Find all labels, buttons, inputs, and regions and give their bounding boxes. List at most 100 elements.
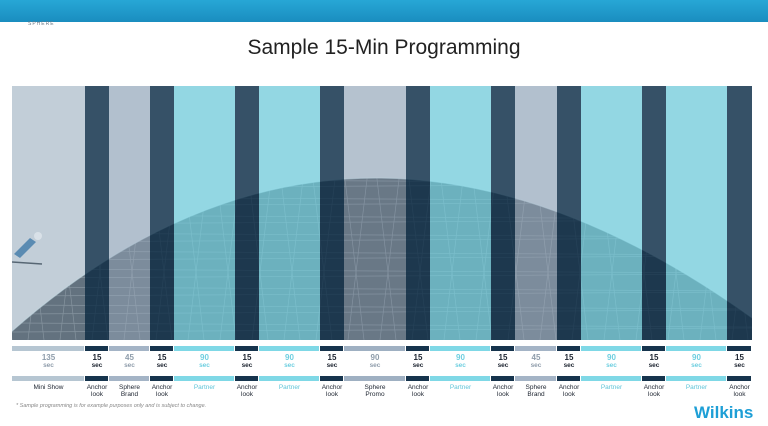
duration-number: 45: [125, 353, 134, 362]
duration-unit: sec: [124, 362, 135, 369]
segment-marker: [491, 346, 514, 351]
anchor-segment-column: [557, 86, 581, 340]
duration-unit: sec: [412, 362, 424, 369]
anchor-segment-column: [727, 86, 752, 340]
segment-label: Partner: [449, 384, 472, 391]
duration-number: 90: [456, 353, 465, 362]
anchor-segment-column: [150, 86, 174, 340]
segment-duration: 15 sec: [406, 354, 430, 370]
duration-row: 135 sec 15 sec 45 sec 15 sec 90 sec 15 sec 90 sec 15 se…: [12, 354, 752, 376]
anchor-segment-column: [406, 86, 430, 340]
segment-label: Anchor look: [643, 384, 665, 398]
anchor-segment-column: [235, 86, 259, 340]
bottom-bar-row: [12, 376, 752, 382]
segment-marker: [642, 346, 665, 351]
segment-bottom-bar: [109, 376, 149, 381]
segment-bottom-bar: [344, 376, 405, 381]
segment-bottom-bar: [12, 376, 84, 381]
duration-unit: sec: [563, 362, 575, 369]
segment-marker: [12, 346, 84, 351]
duration-unit: sec: [691, 362, 702, 369]
segment-label: Anchor look: [151, 384, 173, 398]
wilkins-logo: Wilkins: [694, 403, 754, 422]
segment-bottom-bar: [174, 376, 234, 381]
segment-label: Anchor look: [321, 384, 343, 398]
segment-bottom-bar: [320, 376, 343, 381]
segment-duration: 15 sec: [557, 354, 581, 370]
segment-marker: [515, 346, 556, 351]
segment-marker: [259, 346, 319, 351]
duration-unit: sec: [497, 362, 509, 369]
segment-label: Sphere Promo: [364, 384, 386, 398]
segment-label: Sphere Brand: [525, 384, 547, 398]
segment-bottom-bar: [259, 376, 319, 381]
segment-marker: [666, 346, 726, 351]
segment-duration: 135 sec: [12, 354, 85, 370]
segment-bottom-bar: [666, 376, 726, 381]
duration-number: 90: [692, 353, 701, 362]
segment-duration: 15 sec: [320, 354, 344, 370]
duration-unit: sec: [530, 362, 542, 369]
segment-label: Anchor look: [558, 384, 580, 398]
sphere-segment-column: [515, 86, 557, 340]
segment-label: Anchor look: [236, 384, 258, 398]
partner-segment-column: [174, 86, 235, 340]
segment-bottom-bar: [150, 376, 173, 381]
segment-duration: 90 sec: [666, 354, 727, 370]
segment-duration: 15 sec: [85, 354, 109, 370]
segment-label: Sphere Brand: [119, 384, 140, 398]
duration-number: 15: [498, 353, 508, 362]
duration-unit: sec: [734, 362, 745, 369]
duration-number: 15: [649, 353, 659, 362]
duration-number: 90: [200, 353, 209, 362]
duration-number: 15: [327, 353, 337, 362]
duration-unit: sec: [43, 362, 54, 369]
segment-duration: 15 sec: [727, 354, 752, 370]
segment-bottom-bar: [581, 376, 641, 381]
duration-unit: sec: [606, 362, 617, 369]
partner-segment-column: [259, 86, 320, 340]
segment-bottom-bar: [557, 376, 580, 381]
duration-number: 45: [531, 353, 541, 362]
segment-duration: 15 sec: [235, 354, 259, 370]
segment-bottom-bar: [235, 376, 258, 381]
segment-bottom-bar: [515, 376, 556, 381]
segment-duration: 90 sec: [430, 354, 491, 370]
segment-bottom-bar: [85, 376, 108, 381]
anchor-segment-column: [491, 86, 515, 340]
promo-segment-column: [344, 86, 406, 340]
segment-duration: 15 sec: [491, 354, 515, 370]
duration-unit: sec: [284, 362, 295, 369]
segment-label: Partner: [600, 384, 623, 391]
duration-number: 15: [157, 353, 167, 362]
duration-unit: sec: [648, 362, 660, 369]
segment-bottom-bar: [727, 376, 751, 381]
segment-marker: [406, 346, 429, 351]
sphere-segment-column: [109, 86, 150, 340]
segment-label: Anchor look: [729, 384, 750, 398]
segment-bottom-bar: [406, 376, 429, 381]
segment-label: Anchor look: [86, 384, 108, 398]
segment-duration: 45 sec: [515, 354, 557, 370]
segment-label: Partner: [193, 384, 216, 391]
segment-label-row: Mini Show Anchor look Sphere Brand Anchor l…: [12, 384, 752, 404]
mini-segment-column: [12, 86, 85, 340]
segment-bottom-bar: [491, 376, 514, 381]
segment-label: Anchor look: [492, 384, 514, 398]
segment-label: Mini Show: [33, 384, 64, 391]
duration-unit: sec: [199, 362, 210, 369]
segment-marker: [150, 346, 173, 351]
segment-marker: [727, 346, 751, 351]
segment-label: Partner: [685, 384, 708, 391]
duration-unit: sec: [326, 362, 338, 369]
duration-number: 135: [41, 353, 56, 362]
partner-segment-column: [430, 86, 491, 340]
top-accent-bar: [0, 0, 768, 22]
segment-marker: [320, 346, 343, 351]
segment-bottom-bar: [642, 376, 665, 381]
partner-segment-column: [581, 86, 642, 340]
segment-duration: 15 sec: [642, 354, 666, 370]
duration-unit: sec: [369, 362, 381, 369]
segment-marker: [235, 346, 258, 351]
segment-marker: [430, 346, 490, 351]
